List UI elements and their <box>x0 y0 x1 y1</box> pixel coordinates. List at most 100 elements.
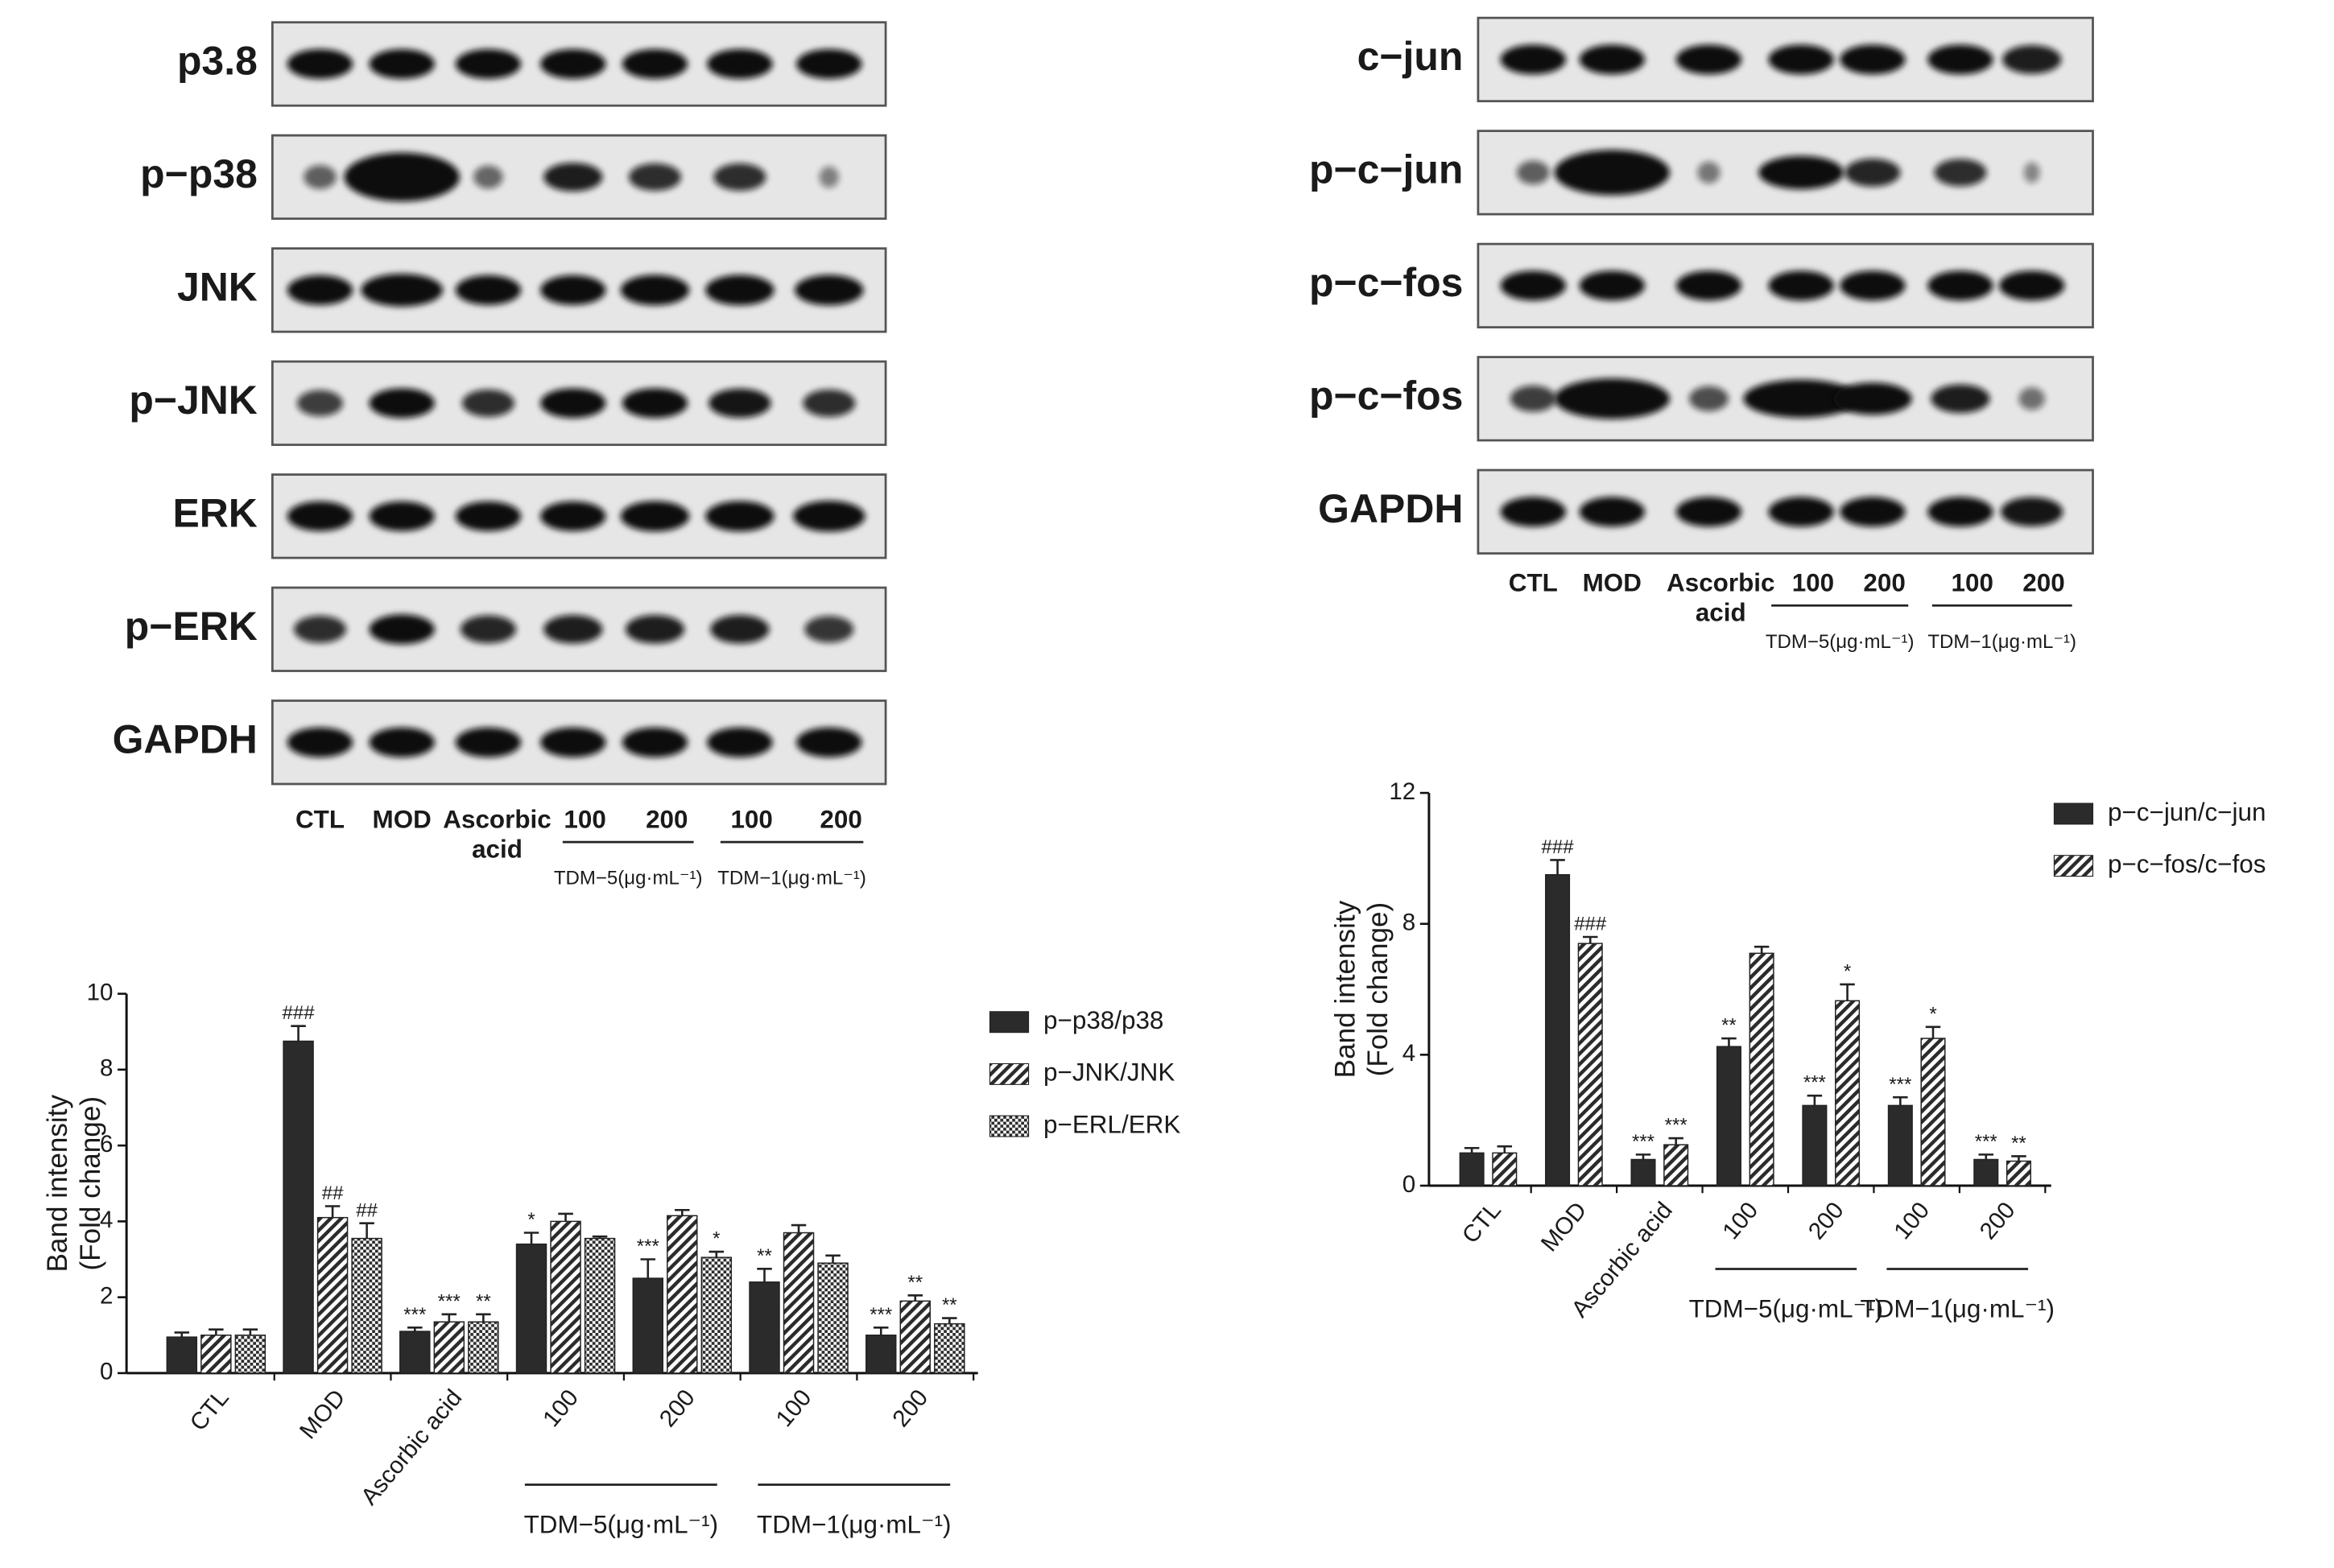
bar <box>468 1321 499 1374</box>
blot-lane-label: 200 <box>2022 569 2064 597</box>
error-bar <box>1582 935 1598 944</box>
blot-row-label: p−JNK <box>129 378 257 423</box>
blot-lane-label: 100 <box>564 806 605 834</box>
blot-band <box>455 501 522 531</box>
bar <box>2006 1160 2031 1186</box>
legend-label: p−ERL/ERK <box>1043 1110 1180 1138</box>
blot-lane-label: MOD <box>1583 569 1642 597</box>
blot-band <box>1500 270 1566 301</box>
blot-band <box>1840 270 1906 301</box>
bar <box>700 1256 733 1374</box>
blot-band <box>1999 270 2065 301</box>
error-bar <box>291 1025 306 1042</box>
bar <box>865 1335 897 1374</box>
x-tick-label: MOD <box>295 1384 351 1444</box>
blot-band <box>1554 150 1671 196</box>
error-bar <box>1840 983 1855 1001</box>
significance-label: *** <box>1975 1131 1997 1153</box>
blot-band <box>1833 382 1912 415</box>
group-label: TDM−1(μg·mL⁻¹) <box>1927 631 2076 653</box>
blot-band <box>625 615 685 644</box>
error-bar <box>675 1208 690 1216</box>
error-bar <box>523 1232 539 1244</box>
blot-row-label: c−jun <box>1357 34 1464 79</box>
blot-band <box>1840 44 1906 75</box>
bar <box>899 1300 932 1374</box>
error-bar <box>242 1328 258 1335</box>
blot-lane-label: Ascorbic <box>443 806 551 834</box>
blot-band <box>1927 497 1993 527</box>
error-bar <box>942 1317 957 1324</box>
legend-label: p−JNK/JNK <box>1043 1058 1175 1087</box>
blot-lane-label: 200 <box>646 806 688 834</box>
bar <box>1459 1152 1485 1186</box>
blot-band <box>705 501 775 532</box>
y-tick-label: 6 <box>100 1131 113 1157</box>
bar-chart: 0 2 4 6 8 10 Band intensity (Fold change) CTL MOD… <box>42 979 1180 1538</box>
bar <box>1973 1158 1999 1186</box>
blot-band <box>1758 155 1844 190</box>
blot-band <box>369 727 435 757</box>
bar <box>783 1232 815 1374</box>
x-tick-label: CTL <box>1457 1197 1506 1248</box>
blot-band <box>543 163 603 192</box>
significance-label: ** <box>476 1290 491 1312</box>
bar <box>1545 874 1571 1186</box>
blot-band <box>1675 270 1742 301</box>
blot-band <box>622 388 688 419</box>
error-bar <box>1925 1025 1941 1039</box>
blot-band <box>707 727 773 757</box>
blot-band <box>540 388 606 419</box>
blot-band <box>1516 160 1550 185</box>
group-label: TDM−5(μg·mL⁻¹) <box>524 1511 718 1539</box>
blot-lane-label: 100 <box>1952 569 1993 597</box>
blot-band <box>2001 497 2063 526</box>
blot-band <box>708 388 771 418</box>
bar <box>632 1277 664 1374</box>
blot-row-label: p3.8 <box>177 39 258 84</box>
y-tick-label: 10 <box>87 979 114 1005</box>
blot-band <box>297 390 343 417</box>
blot-row-label: p−ERK <box>125 604 258 649</box>
group-label: TDM−5(μg·mL⁻¹) <box>1689 1295 1883 1323</box>
x-tick-label: 100 <box>1717 1197 1763 1244</box>
error-bar <box>874 1327 889 1335</box>
blot-band <box>1579 497 1645 527</box>
significance-label: *** <box>637 1236 659 1257</box>
x-tick-label: 200 <box>887 1384 933 1432</box>
error-bar <box>708 1250 725 1258</box>
blot-lane-label: acid <box>472 835 523 863</box>
error-bar <box>2011 1155 2026 1162</box>
significance-label: * <box>527 1209 535 1231</box>
blot-row-label: GAPDH <box>1318 486 1463 531</box>
group-label: TDM−1(μg·mL⁻¹) <box>717 868 866 889</box>
bar <box>1577 943 1603 1186</box>
legend-label: p−c−fos/c−fos <box>2108 850 2266 878</box>
blot-band <box>796 727 862 757</box>
significance-label: * <box>1844 961 1851 983</box>
x-tick-label: 100 <box>1889 1197 1935 1244</box>
x-tick-label: CTL <box>185 1384 234 1436</box>
blot-row-label: JNK <box>177 265 258 310</box>
blot-lane-label: 100 <box>1792 569 1834 597</box>
error-bar <box>1497 1145 1513 1153</box>
legend-swatch <box>989 1115 1030 1137</box>
blot-band <box>540 48 606 79</box>
blot-band <box>793 501 865 532</box>
blot-band <box>1675 44 1742 75</box>
blot-band <box>2002 45 2062 74</box>
blot-band <box>461 389 514 417</box>
blot-row-label: p−c−fos <box>1309 260 1463 305</box>
significance-label: ** <box>1721 1015 1737 1037</box>
error-bar <box>1668 1137 1683 1145</box>
blot-band <box>1927 44 1993 75</box>
error-bar <box>324 1205 341 1218</box>
significance-label: ** <box>2011 1133 2026 1154</box>
error-bar <box>640 1258 656 1279</box>
significance-label: *** <box>438 1290 461 1312</box>
blot-band <box>710 615 770 644</box>
y-tick-label: 8 <box>100 1055 113 1082</box>
blot-band <box>1579 44 1645 75</box>
blot-band <box>628 163 682 191</box>
